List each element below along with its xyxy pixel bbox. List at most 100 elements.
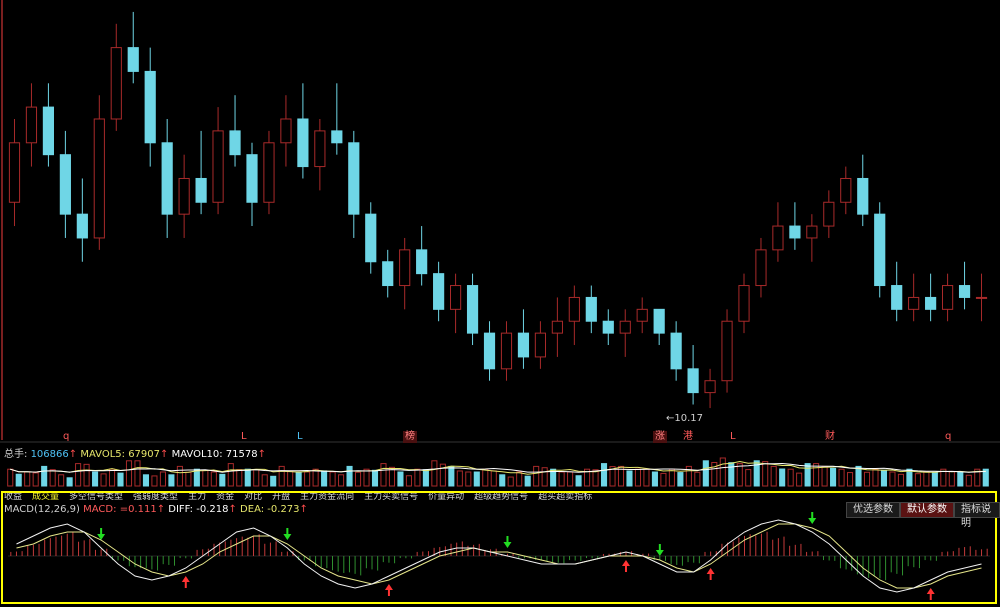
candle-down — [789, 225, 801, 239]
volume-bar-up — [49, 469, 56, 487]
volume-bar-up — [134, 460, 141, 487]
diff-line — [16, 519, 982, 593]
volume-bar-down — [117, 472, 124, 487]
volume-bar-up — [151, 475, 158, 487]
indicator-tab[interactable]: 资金 — [216, 492, 235, 501]
candle-down — [161, 142, 173, 215]
macd-readout: MACD(12,26,9) MACD: =0.111↑ DIFF: -0.218… — [4, 504, 308, 515]
volume-bar-down — [575, 475, 582, 487]
candle-up — [314, 130, 326, 168]
indicator-tab[interactable]: 价量异动 — [428, 492, 465, 501]
volume-bar-up — [125, 460, 133, 487]
event-marker[interactable]: L — [730, 431, 736, 442]
candle-up — [280, 118, 292, 144]
candle-down — [925, 296, 937, 310]
indicator-tab[interactable]: 强弱度类型 — [133, 492, 179, 501]
candle-down — [433, 273, 445, 310]
volume-bar-up — [813, 463, 820, 487]
sell-arrow-icon — [503, 536, 512, 548]
diff-up-arrow: ↑ — [228, 504, 237, 515]
volume-bar-up — [185, 471, 192, 487]
event-marker[interactable]: 港 — [683, 431, 693, 442]
macd-name[interactable]: MACD(12,26,9) — [4, 504, 80, 515]
volume-bar-up — [380, 463, 387, 487]
macd-label: MACD: — [83, 504, 117, 515]
candle-up — [806, 225, 818, 239]
indicator-tab[interactable]: 成交量 — [32, 492, 60, 501]
candle-down — [144, 70, 156, 144]
buy-arrow-icon — [181, 576, 190, 588]
mavol10-up-arrow: ↑ — [257, 449, 266, 460]
macd-value: =0.111 — [119, 504, 157, 515]
indicator-tab[interactable]: 对比 — [244, 492, 263, 501]
indicator-tab[interactable]: 收益 — [4, 492, 23, 501]
event-marker[interactable]: q — [945, 431, 952, 442]
indicator-tab[interactable]: 超级趋势信号 — [474, 492, 529, 501]
volume-bar-up — [914, 473, 921, 487]
indicator-help-button[interactable]: 指标说明 — [954, 502, 1000, 529]
volume-bar-up — [456, 470, 463, 487]
diff-label: DIFF: — [168, 504, 194, 515]
candle-down — [195, 177, 207, 203]
indicator-tab[interactable]: 主力 — [188, 492, 207, 501]
event-marker[interactable]: L — [297, 431, 303, 442]
volume-bar-up — [516, 471, 523, 487]
candle-up — [721, 320, 733, 382]
event-marker[interactable]: 涨 — [653, 431, 667, 443]
candle-down — [891, 285, 903, 310]
candle-down — [874, 213, 886, 287]
event-marker[interactable]: q — [63, 431, 70, 442]
volume-total-label: 总手: — [4, 449, 28, 460]
candle-up — [941, 285, 954, 310]
volume-bar-up — [58, 474, 65, 487]
volume-bar-up — [592, 469, 599, 487]
volume-bar-up — [108, 468, 116, 487]
volume-bar-up — [100, 473, 107, 487]
volume-bar-down — [830, 467, 837, 487]
volume-bar-down — [270, 475, 277, 487]
indicator-tab[interactable]: 开盘 — [272, 492, 291, 501]
candle-up — [975, 296, 988, 299]
volume-bar-up — [338, 474, 345, 487]
volume-bar-up — [83, 463, 90, 487]
volume-bar-down — [677, 472, 684, 487]
volume-bar-down — [982, 468, 989, 487]
volume-bar-up — [32, 472, 39, 487]
volume-bar-down — [753, 460, 760, 487]
buy-arrow-icon — [926, 588, 935, 600]
event-marker[interactable]: 榜 — [403, 431, 417, 443]
indicator-tab[interactable]: 超买超卖指标 — [538, 492, 593, 501]
volume-bar-down — [193, 468, 200, 487]
volume-bar-up — [711, 461, 718, 487]
candle-down — [246, 154, 258, 203]
volume-bar-up — [770, 465, 777, 487]
indicator-tab[interactable]: 主力资金流向 — [300, 492, 355, 501]
volume-bar-up — [414, 468, 421, 487]
volume-bar-down — [931, 471, 938, 487]
volume-bar-up — [821, 465, 828, 487]
volume-bar-down — [957, 471, 964, 487]
candle-up — [704, 380, 716, 394]
indicator-tab[interactable]: 主力买卖信号 — [364, 492, 419, 501]
volume-bar-up — [762, 461, 769, 487]
volume-bar-up — [609, 466, 616, 487]
volume-bar-up — [533, 465, 540, 487]
mavol5-label: MAVOL5: — [80, 449, 125, 460]
volume-bar-down — [92, 471, 99, 487]
event-marker[interactable]: 财 — [825, 431, 835, 442]
candle-down — [297, 118, 309, 168]
volume-bar-up — [541, 467, 548, 487]
candle-up — [110, 47, 122, 120]
indicator-tab[interactable]: 多空信号类型 — [69, 492, 124, 501]
mavol5-up-arrow: ↑ — [160, 449, 169, 460]
mavol10-label: MAVOL10: — [171, 449, 223, 460]
candle-up — [840, 177, 852, 203]
volume-bar-down — [524, 475, 531, 487]
candle-down — [42, 106, 55, 156]
volume-bar-down — [880, 469, 888, 487]
optimal-params-button[interactable]: 优选参数 — [846, 502, 900, 518]
default-params-button[interactable]: 默认参数 — [900, 502, 954, 518]
event-marker[interactable]: L — [241, 431, 247, 442]
volume-bar-up — [75, 463, 82, 487]
